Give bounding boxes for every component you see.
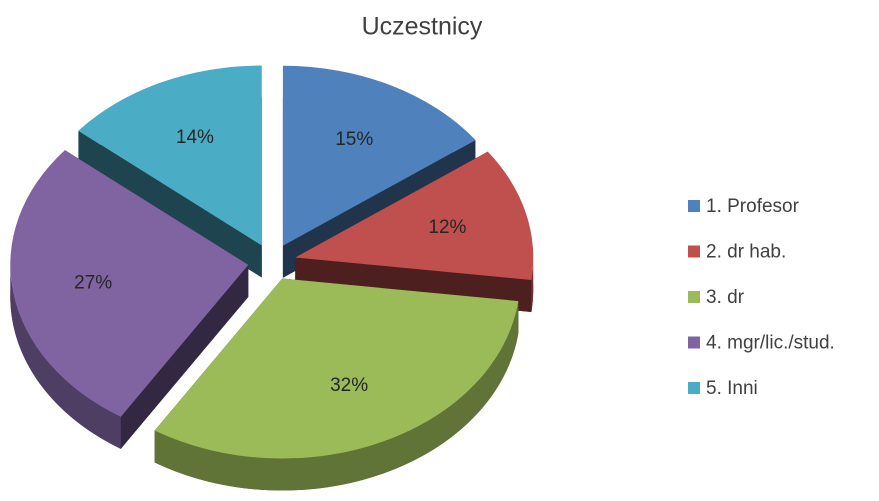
legend-label: 4. mgr/lic./stud. [706,333,835,354]
slice-wall [78,130,262,278]
data-label: 32% [330,375,368,396]
legend-label: 5. Inni [706,378,758,399]
data-label: 12% [428,217,466,238]
slice [295,151,534,281]
slice-rim [531,257,534,313]
data-label: 14% [176,127,214,148]
chart-title: Uczestnicy [362,13,483,41]
legend-label: 3. dr [706,287,745,308]
data-label: 27% [74,272,112,293]
slice [10,150,249,417]
slice [154,278,519,459]
legend-swatch [688,245,700,258]
legend-swatch [688,200,700,212]
legend-swatch [688,336,700,349]
slice [78,65,262,246]
slice-rim [154,301,519,491]
slice-rim [10,264,121,449]
legend-label: 2. dr hab. [706,242,786,263]
data-label: 15% [335,129,373,150]
legend-swatch [688,291,700,303]
legend-swatch [688,382,700,394]
legend-label: 1. Profesor [706,196,800,217]
slice [282,65,476,246]
slice-wall [120,264,249,449]
